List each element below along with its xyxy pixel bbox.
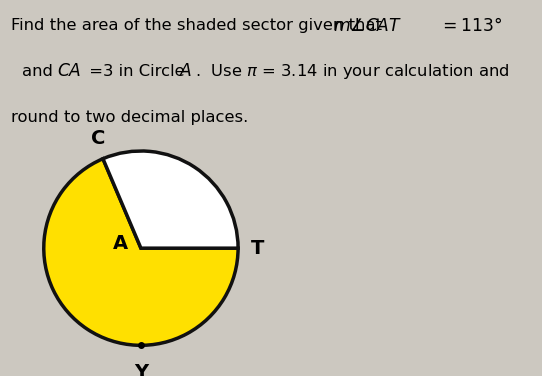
- Text: $m\angle CAT$: $m\angle CAT$: [333, 17, 403, 35]
- Wedge shape: [103, 151, 238, 248]
- Text: .  Use $\pi$ = 3.14 in your calculation and: . Use $\pi$ = 3.14 in your calculation a…: [195, 62, 510, 81]
- Text: T: T: [251, 239, 264, 258]
- Text: C: C: [91, 129, 105, 149]
- Text: $=113°$: $=113°$: [434, 17, 502, 35]
- Text: Find the area of the shaded sector given that: Find the area of the shaded sector given…: [11, 18, 387, 33]
- Wedge shape: [44, 159, 238, 345]
- Text: round to two decimal places.: round to two decimal places.: [11, 110, 248, 125]
- Text: =3 in Circle: =3 in Circle: [84, 64, 190, 79]
- Text: and: and: [22, 64, 58, 79]
- Text: $CA$: $CA$: [57, 62, 81, 80]
- Text: A: A: [113, 233, 128, 253]
- Text: $A$: $A$: [179, 62, 192, 80]
- Text: Y: Y: [134, 363, 148, 376]
